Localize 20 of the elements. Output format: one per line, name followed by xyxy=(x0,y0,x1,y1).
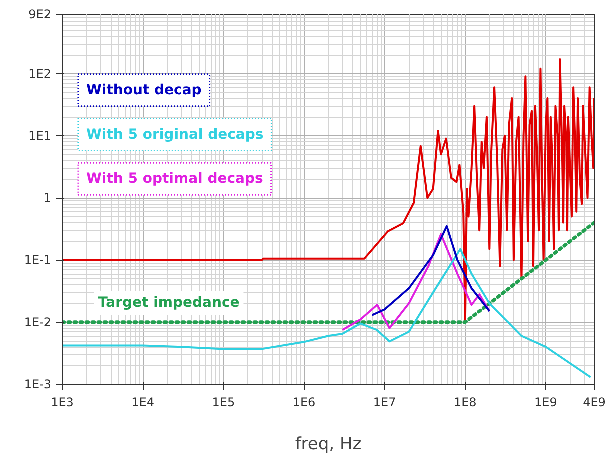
series-label: Target impedance xyxy=(98,295,240,312)
y-tick-label: 1 xyxy=(44,191,52,206)
x-tick-label: 1E5 xyxy=(212,396,236,410)
y-tick-label: 1E-3 xyxy=(24,378,52,392)
x-axis-title: freq, Hz xyxy=(295,434,362,454)
x-tick-label: 1E4 xyxy=(132,396,155,410)
x-tick-label: 1E3 xyxy=(51,396,74,410)
y-tick-label: 1E2 xyxy=(28,66,52,81)
x-tick-label: 1E7 xyxy=(373,396,396,410)
text: Without decap xyxy=(86,82,202,98)
y-tick-label: 1E1 xyxy=(28,128,52,143)
text: With 5 optimal decaps xyxy=(86,171,264,188)
x-tick-label: 1E9 xyxy=(534,396,558,410)
y-tick-label: 1E-1 xyxy=(24,253,52,268)
y-tick-label: 1E-2 xyxy=(24,315,52,330)
x-tick-label: 4E9 xyxy=(583,396,606,410)
y-tick-label: 9E2 xyxy=(28,8,52,22)
x-tick-label: 1E8 xyxy=(454,396,477,410)
text: With 5 original decaps xyxy=(86,126,264,143)
x-tick-label: 1E6 xyxy=(292,396,316,410)
